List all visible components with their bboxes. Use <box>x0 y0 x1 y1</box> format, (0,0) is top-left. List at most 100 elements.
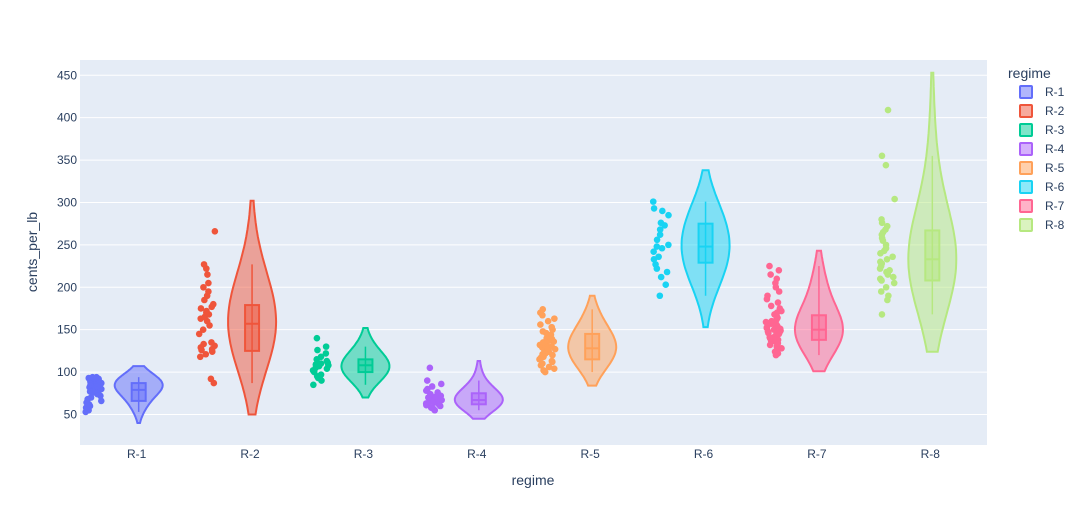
data-point <box>659 207 666 215</box>
data-point <box>658 244 666 252</box>
data-point <box>548 357 556 365</box>
data-point <box>205 288 212 295</box>
legend-item-R-8: R-8 <box>1019 218 1065 232</box>
box-iqr <box>244 304 261 352</box>
data-point <box>548 323 555 331</box>
data-point <box>544 317 552 325</box>
data-point <box>650 248 657 255</box>
data-point <box>423 377 431 384</box>
y-axis-ticks: 50 100 150 200 250 300 350 400 450 <box>57 68 77 421</box>
x-tick-label: R-4 <box>467 447 487 461</box>
data-point <box>890 279 898 287</box>
legend-swatch <box>1019 123 1033 137</box>
violin-trace-R-5 <box>536 294 618 387</box>
violin-trace-R-6 <box>649 169 731 329</box>
data-point <box>776 305 784 312</box>
x-tick-label: R-2 <box>240 447 260 461</box>
legend-item-R-7: R-7 <box>1019 199 1065 213</box>
data-point <box>649 198 657 205</box>
data-point <box>656 231 664 238</box>
data-point <box>310 381 317 389</box>
data-point <box>207 375 215 383</box>
data-point <box>652 261 659 268</box>
y-tick-label: 450 <box>57 68 77 82</box>
data-point <box>883 255 891 263</box>
data-point <box>195 330 203 338</box>
data-point <box>87 394 95 401</box>
data-point <box>434 389 441 396</box>
legend-swatch <box>1019 180 1033 194</box>
data-point <box>891 195 898 203</box>
box-iqr <box>810 314 827 341</box>
x-tick-label: R-6 <box>694 447 714 461</box>
data-point <box>877 288 885 295</box>
data-point <box>889 253 896 261</box>
data-point <box>317 353 325 361</box>
legend-label: R-8 <box>1045 218 1065 232</box>
legend-label: R-6 <box>1045 180 1065 194</box>
data-point <box>539 328 547 335</box>
y-tick-label: 50 <box>64 407 78 421</box>
x-tick-label: R-5 <box>581 447 601 461</box>
data-point <box>883 222 891 230</box>
data-point <box>204 271 211 278</box>
legend-item-R-2: R-2 <box>1019 104 1065 118</box>
y-tick-label: 200 <box>57 280 77 294</box>
data-point <box>773 275 781 283</box>
y-tick-label: 150 <box>57 323 77 337</box>
data-point <box>882 283 890 291</box>
data-point <box>767 302 775 310</box>
data-point <box>656 226 664 233</box>
legend-label: R-2 <box>1045 104 1065 118</box>
data-point <box>665 211 672 219</box>
legend-item-R-6: R-6 <box>1019 180 1065 194</box>
data-point <box>876 275 884 283</box>
data-point <box>97 397 105 405</box>
legend-label: R-4 <box>1045 142 1065 156</box>
data-point <box>322 350 330 357</box>
box-iqr <box>584 332 601 361</box>
y-axis-title: cents_per_lb <box>24 212 40 292</box>
violin-trace-R-8 <box>876 71 958 353</box>
data-point <box>764 292 771 300</box>
violin-trace-R-4 <box>422 360 504 420</box>
data-point <box>551 315 558 322</box>
data-point <box>774 299 782 306</box>
data-point <box>200 261 208 268</box>
data-point <box>655 253 662 261</box>
data-point <box>200 283 207 291</box>
data-point <box>93 373 100 381</box>
x-tick-label: R-7 <box>807 447 827 461</box>
data-point <box>317 360 325 367</box>
data-point <box>203 307 210 315</box>
data-point <box>878 152 886 160</box>
y-tick-label: 100 <box>57 365 77 379</box>
data-point <box>197 305 205 312</box>
y-tick-label: 250 <box>57 238 77 252</box>
legend-swatch <box>1019 199 1033 213</box>
legend-swatch <box>1019 218 1033 232</box>
data-point <box>548 343 556 350</box>
data-point <box>885 292 892 300</box>
data-point <box>762 318 770 326</box>
data-point <box>314 346 321 354</box>
data-point <box>322 343 330 350</box>
legend-swatch <box>1019 85 1033 99</box>
data-point <box>650 205 658 212</box>
legend-label: R-5 <box>1045 161 1065 175</box>
legend: R-1 R-2 R-3 R-4 R-5 R-6 R-7 R-8 <box>1019 85 1065 232</box>
x-axis-ticks: R-1 R-2 R-3 R-4 R-5 R-6 R-7 R-8 <box>127 447 940 461</box>
data-point <box>657 219 665 227</box>
data-point <box>878 311 886 318</box>
legend-label: R-1 <box>1045 85 1065 99</box>
data-point <box>663 268 671 276</box>
data-point <box>196 353 204 361</box>
x-tick-label: R-1 <box>127 447 147 461</box>
legend-item-R-3: R-3 <box>1019 123 1065 137</box>
plot-background <box>80 60 987 445</box>
data-point <box>426 364 434 372</box>
data-point <box>889 273 897 281</box>
data-point <box>200 340 207 348</box>
data-point <box>657 273 665 281</box>
